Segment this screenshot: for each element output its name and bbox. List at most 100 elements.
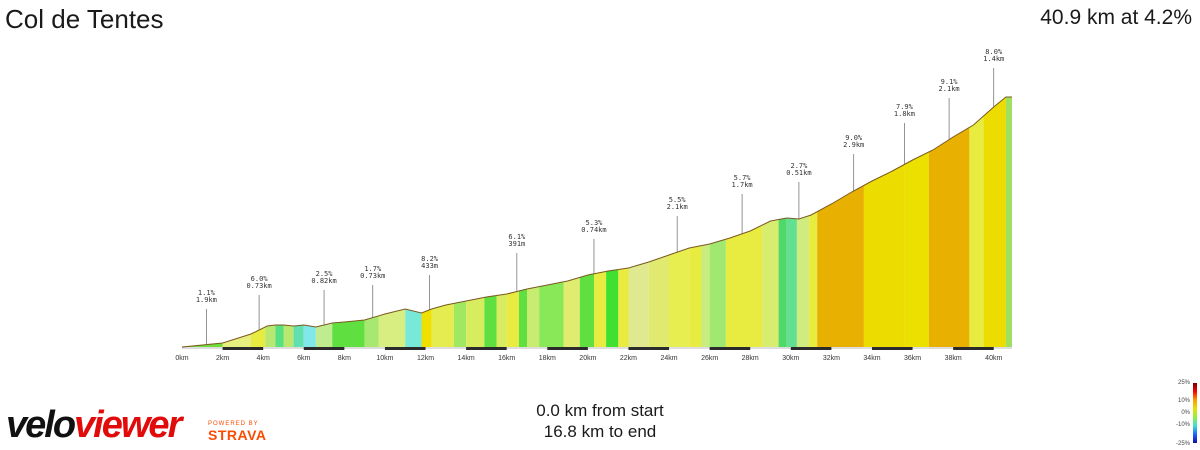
annotation-grade: 2.7% — [790, 162, 808, 170]
gradient-segment[interactable] — [539, 281, 564, 347]
gradient-segment[interactable] — [725, 225, 763, 347]
gradient-segment[interactable] — [518, 289, 527, 347]
gradient-segment[interactable] — [303, 325, 316, 347]
gradient-segment[interactable] — [222, 334, 251, 347]
climb-summary: 40.9 km at 4.2% — [1040, 6, 1192, 29]
x-tick-label: 16km — [498, 355, 515, 362]
gradient-segment[interactable] — [431, 303, 454, 347]
annotation-grade: 9.1% — [941, 78, 959, 86]
gradient-segment[interactable] — [969, 116, 984, 347]
x-axis-band — [222, 347, 264, 350]
annotation-grade: 6.1% — [508, 233, 526, 241]
gradient-segment[interactable] — [863, 164, 905, 347]
x-tick-label: 2km — [216, 355, 229, 362]
gradient-segment[interactable] — [762, 219, 779, 348]
gradient-segment[interactable] — [484, 295, 497, 348]
gradient-segment[interactable] — [904, 152, 929, 347]
gradient-segment[interactable] — [594, 271, 607, 347]
gradient-segment[interactable] — [283, 325, 294, 347]
x-tick-label: 14km — [458, 355, 475, 362]
gradient-segment[interactable] — [527, 286, 540, 347]
x-tick-label: 34km — [863, 355, 880, 362]
gradient-segment[interactable] — [796, 215, 810, 347]
x-tick-label: 0km — [175, 355, 188, 362]
gradient-segment[interactable] — [628, 262, 649, 347]
gradient-segment[interactable] — [648, 255, 669, 347]
gradient-segment[interactable] — [378, 309, 406, 347]
gradient-segment[interactable] — [453, 301, 467, 347]
page-title: Col de Tentes — [5, 4, 164, 34]
gradient-segment[interactable] — [983, 97, 1006, 347]
x-tick-label: 20km — [579, 355, 596, 362]
gradient-segment[interactable] — [421, 309, 432, 347]
x-tick-label: 30km — [782, 355, 799, 362]
annotation-length: 2.9km — [843, 141, 864, 149]
x-axis-band — [953, 347, 994, 350]
gradient-segment[interactable] — [669, 248, 690, 347]
annotation-length: 1.4km — [983, 55, 1004, 63]
gradient-segment[interactable] — [293, 325, 304, 347]
x-tick-label: 28km — [742, 355, 759, 362]
annotation-grade: 8.2% — [421, 255, 439, 263]
gradient-segment[interactable] — [817, 185, 864, 347]
gradient-segment[interactable] — [506, 291, 519, 347]
annotation-grade: 9.0% — [845, 134, 863, 142]
gradient-segment[interactable] — [709, 239, 726, 347]
legend-label: -10% — [1175, 422, 1190, 428]
x-axis-band — [628, 347, 670, 350]
gradient-segment[interactable] — [618, 268, 629, 347]
x-axis-band — [709, 347, 751, 350]
gradient-segment[interactable] — [563, 277, 580, 347]
annotation-length: 0.73km — [246, 282, 271, 290]
x-tick-label: 38km — [945, 355, 962, 362]
x-tick-label: 22km — [620, 355, 637, 362]
annotation-grade: 5.3% — [586, 219, 604, 227]
profile-outline — [181, 96, 1012, 348]
annotation-length: 0.51km — [786, 169, 811, 177]
x-axis-band — [790, 347, 832, 350]
strava-logo[interactable]: POWERED BY STRAVA — [208, 421, 267, 443]
x-tick-label: 8km — [338, 355, 351, 362]
x-tick-label: 6km — [297, 355, 310, 362]
annotation-length: 0.73km — [360, 272, 385, 280]
distance-to-end: 16.8 km to end — [543, 422, 657, 441]
annotation-length: 391m — [508, 240, 525, 248]
gradient-segment[interactable] — [405, 309, 422, 347]
annotation-grade: 1.7% — [364, 265, 382, 273]
annotation-length: 1.7km — [732, 181, 753, 189]
gradient-segment[interactable] — [466, 297, 485, 347]
annotation-grade: 5.7% — [734, 174, 752, 182]
gradient-segment[interactable] — [265, 325, 276, 347]
gradient-segment[interactable] — [606, 269, 619, 348]
gradient-segment[interactable] — [928, 127, 970, 348]
gradient-legend: 25% 10% 0% -10% -25% — [1160, 378, 1200, 448]
x-tick-label: 36km — [904, 355, 921, 362]
x-tick-label: 26km — [701, 355, 718, 362]
legend-label: -25% — [1175, 441, 1190, 447]
grade-annotations: 1.1%1.9km6.0%0.73km2.5%0.82km1.7%0.73km8… — [196, 48, 1004, 345]
gradient-segment[interactable] — [778, 218, 787, 347]
gradient-scale-bar — [1193, 383, 1197, 443]
gradient-segment[interactable] — [689, 245, 702, 347]
gradient-segment[interactable] — [275, 325, 284, 347]
gradient-segment[interactable] — [496, 294, 507, 347]
x-axis-band — [466, 347, 507, 350]
annotation-length: 2.1km — [667, 203, 688, 211]
gradient-segment[interactable] — [786, 218, 797, 347]
gradient-segment[interactable] — [579, 273, 594, 347]
x-tick-label: 40km — [985, 355, 1002, 362]
gradient-segment[interactable] — [332, 320, 365, 347]
gradient-segment[interactable] — [809, 211, 818, 347]
x-tick-label: 10km — [376, 355, 393, 362]
annotation-length: 433m — [421, 262, 438, 270]
gradient-segment[interactable] — [1005, 97, 1012, 347]
gradient-segment[interactable] — [251, 327, 266, 347]
x-tick-label: 4km — [257, 355, 270, 362]
x-tick-label: 12km — [417, 355, 434, 362]
elevation-profile-chart[interactable]: 1.1%1.9km6.0%0.73km2.5%0.82km1.7%0.73km8… — [0, 0, 1200, 370]
gradient-segment[interactable] — [315, 323, 333, 347]
veloviewer-logo[interactable]: veloviewer — [6, 404, 182, 446]
x-axis: 0km 2km 4km 6km 8km 10km 12km 14km 16km 18km 20km 2… — [175, 347, 1012, 362]
gradient-segment[interactable] — [364, 315, 379, 347]
gradient-segment[interactable] — [701, 244, 710, 347]
